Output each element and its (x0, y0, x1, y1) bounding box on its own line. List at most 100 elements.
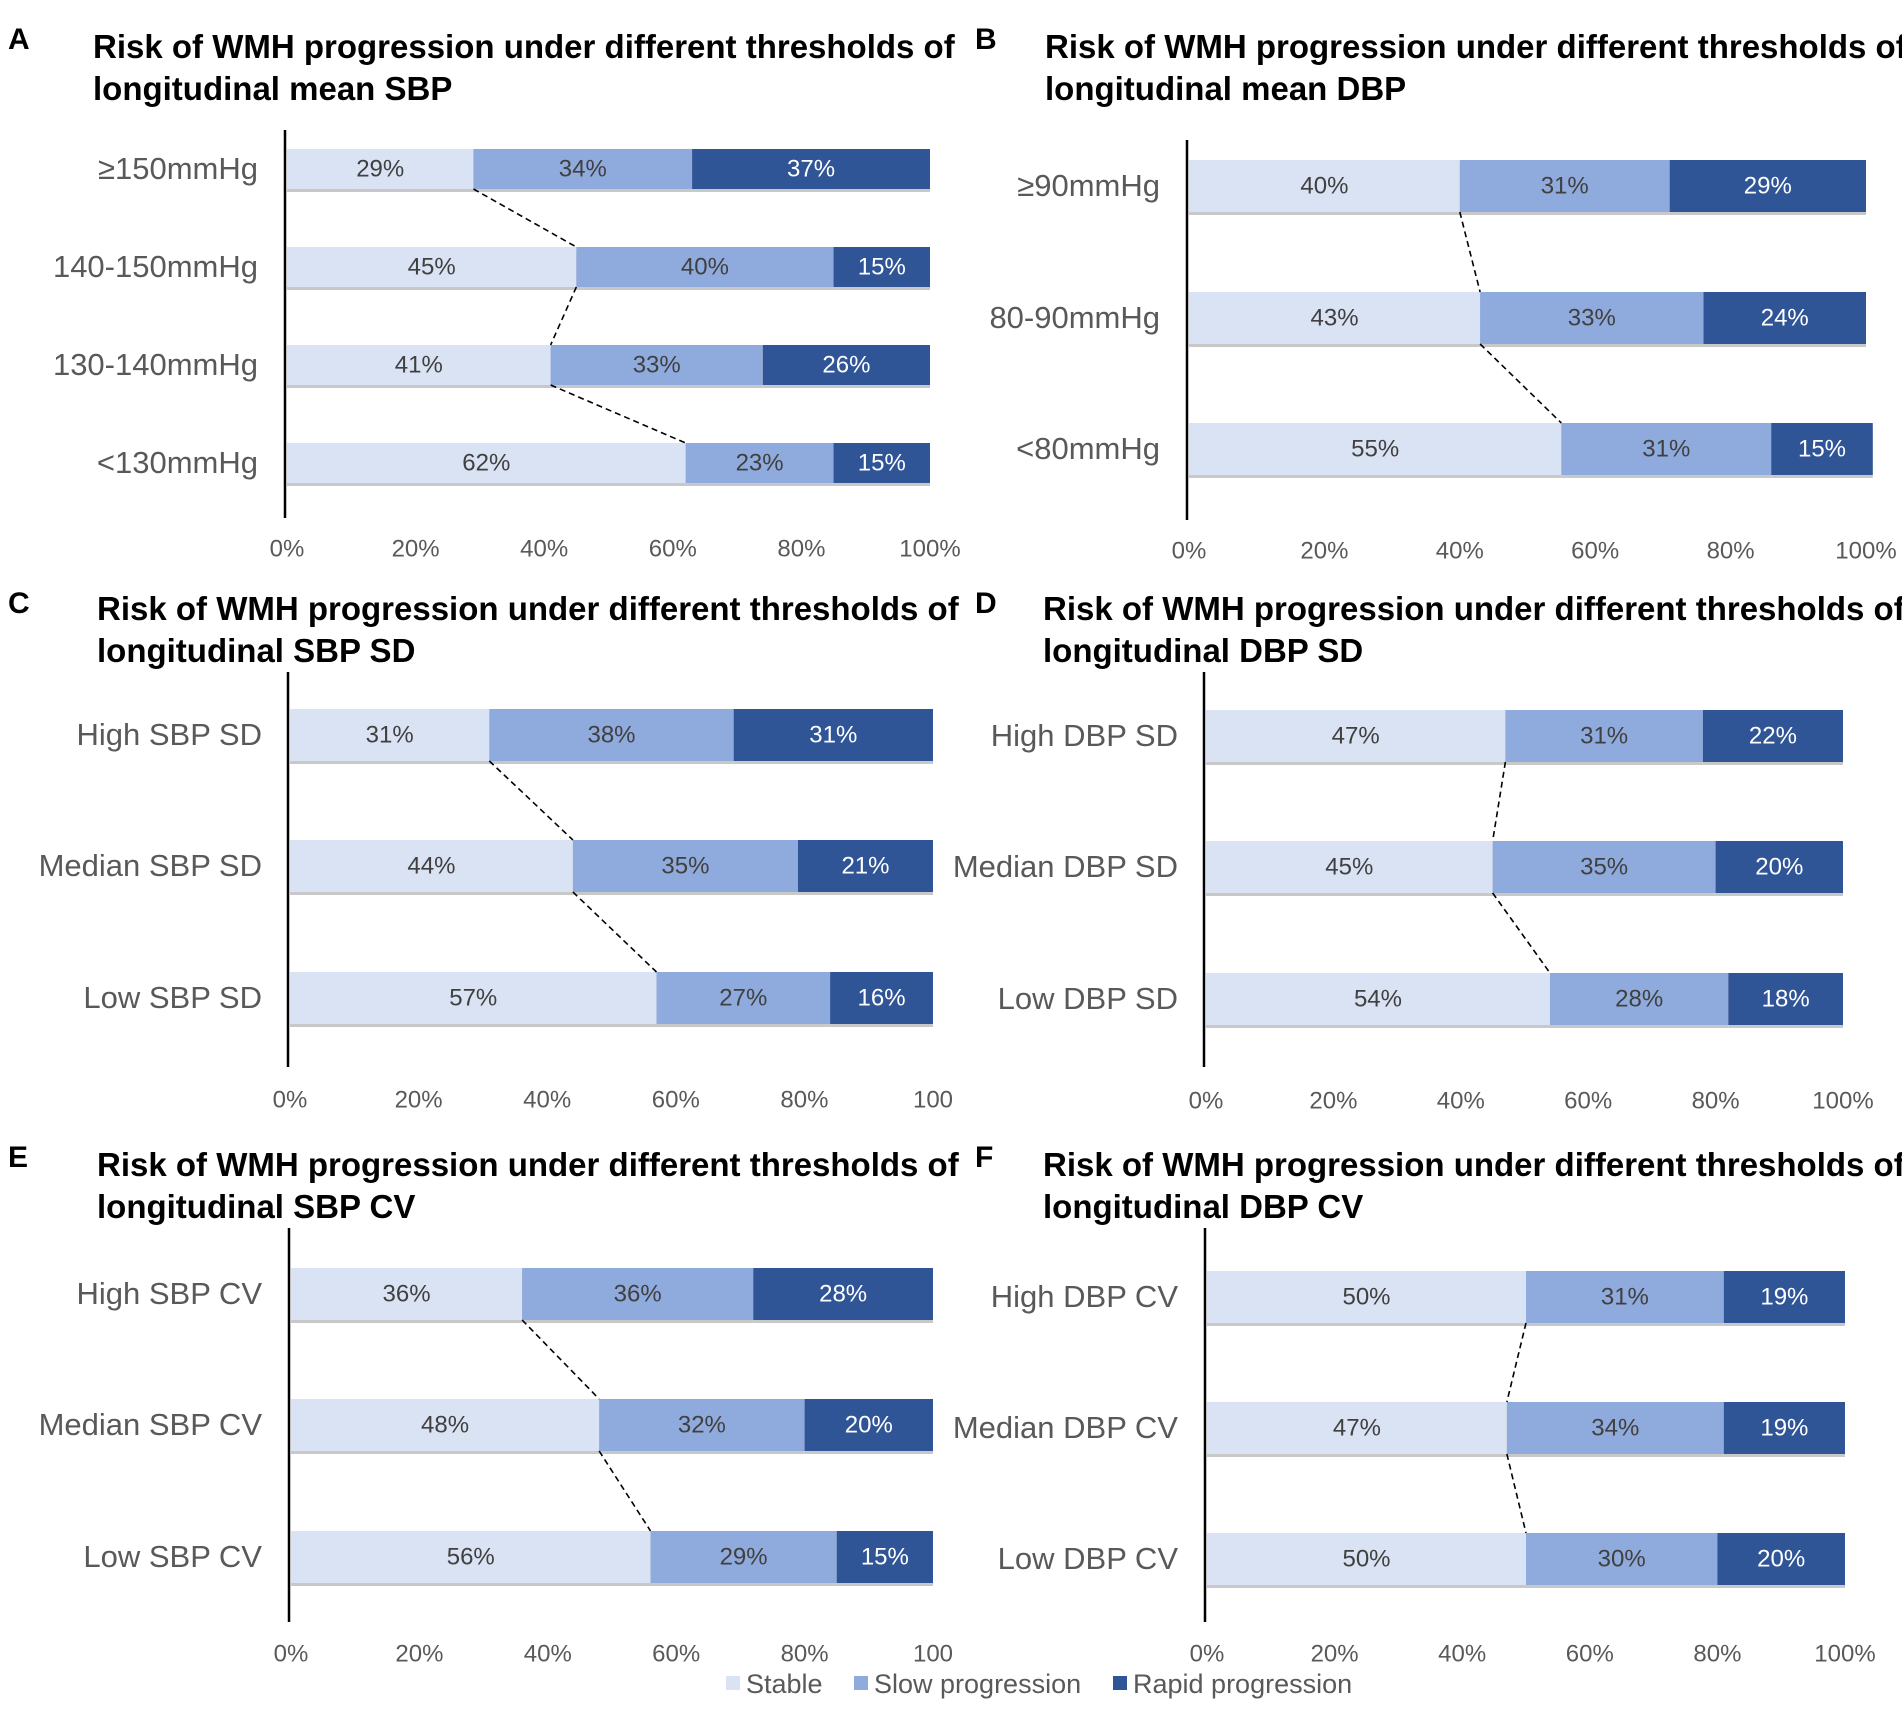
category-label: 140-150mmHg (53, 249, 258, 284)
bar-segment-rapid-progression (1723, 1271, 1845, 1323)
category-label: <130mmHg (97, 445, 258, 480)
x-tick-label: 0% (1190, 1640, 1225, 1667)
category-label: Low SBP SD (83, 980, 262, 1015)
data-label: 31% (366, 721, 414, 748)
data-label: 57% (449, 984, 497, 1011)
data-label: 56% (447, 1543, 495, 1570)
data-label: 19% (1760, 1414, 1808, 1441)
data-label: 31% (1541, 172, 1589, 199)
chart-title-line: longitudinal mean DBP (1045, 70, 1406, 107)
x-tick-label: 20% (1300, 537, 1348, 564)
bar-segment-rapid-progression (1728, 973, 1843, 1025)
panel-letter: E (8, 1141, 28, 1174)
panel-letter: B (975, 23, 997, 56)
x-tick-label: 40% (523, 1086, 571, 1113)
data-label: 31% (1601, 1283, 1649, 1310)
bar-segment-slow-progression (1526, 1271, 1724, 1323)
data-label: 45% (1325, 853, 1373, 880)
chart-title-line: Risk of WMH progression under different … (1043, 1146, 1902, 1183)
bar-segment-slow-progression (1561, 423, 1772, 475)
data-label: 44% (407, 852, 455, 879)
bar-segment-rapid-progression (833, 443, 930, 483)
x-tick-label: 20% (1309, 1087, 1357, 1114)
chart-title-line: Risk of WMH progression under different … (97, 1146, 960, 1183)
x-tick-label: 0% (1172, 537, 1207, 564)
data-label: 55% (1351, 435, 1399, 462)
data-label: 27% (719, 984, 767, 1011)
data-label: 37% (787, 155, 835, 182)
chart-panel-b: B Risk of WMH progression under different… (975, 23, 1902, 565)
bar-segment-rapid-progression (833, 247, 930, 287)
x-tick-label: 0% (1189, 1087, 1224, 1114)
bar-segment-slow-progression (489, 709, 734, 761)
panel-letter: F (975, 1141, 993, 1174)
data-label: 33% (633, 351, 681, 378)
bar-segment-stable (287, 247, 577, 287)
data-label: 62% (462, 449, 510, 476)
x-tick-label: 100% (1812, 1087, 1873, 1114)
bar-segment-rapid-progression (1702, 710, 1843, 762)
bar-segment-slow-progression (1526, 1533, 1718, 1585)
x-tick-label: 80% (1693, 1640, 1741, 1667)
bar-segment-slow-progression (1459, 160, 1670, 212)
data-label: 33% (1568, 304, 1616, 331)
data-label: 15% (861, 1543, 909, 1570)
bar-segment-stable (291, 1268, 523, 1320)
data-label: 35% (661, 852, 709, 879)
bar-segment-stable (290, 840, 573, 892)
data-label: 23% (736, 449, 784, 476)
chart-title-line: Risk of WMH progression under different … (97, 590, 960, 627)
series-line (1479, 343, 1562, 424)
bar-segment-slow-progression (1549, 973, 1729, 1025)
category-label: ≥150mmHg (98, 151, 258, 186)
data-label: 28% (1615, 985, 1663, 1012)
data-label: 40% (1300, 172, 1348, 199)
bar-segment-stable (291, 1399, 600, 1451)
bar-segment-stable (1189, 423, 1562, 475)
bar-segment-stable (287, 345, 551, 385)
chart-title-line: Risk of WMH progression under different … (1045, 28, 1902, 65)
x-tick-label: 80% (777, 535, 825, 562)
data-label: 32% (678, 1411, 726, 1438)
x-tick-label: 80% (1692, 1087, 1740, 1114)
category-label: Median DBP CV (953, 1410, 1178, 1445)
data-label: 21% (841, 852, 889, 879)
x-tick-label: 60% (1564, 1087, 1612, 1114)
bar-segment-stable (287, 149, 474, 189)
category-label: Low DBP CV (998, 1541, 1179, 1576)
data-label: 19% (1760, 1283, 1808, 1310)
category-label: Low DBP SD (998, 981, 1178, 1016)
chart-title-line: longitudinal mean SBP (93, 70, 452, 107)
legend-label: Slow progression (874, 1669, 1081, 1699)
bar-segment-slow-progression (1480, 292, 1704, 344)
series-line (473, 188, 577, 248)
category-label: High DBP CV (991, 1279, 1179, 1314)
panel-letter: D (975, 587, 997, 620)
data-label: 41% (395, 351, 443, 378)
x-tick-label: 40% (520, 535, 568, 562)
bar-segment-slow-progression (1492, 841, 1716, 893)
data-label: 15% (1798, 435, 1846, 462)
bar-segment-stable (1189, 292, 1481, 344)
data-label: 15% (858, 449, 906, 476)
data-label: 43% (1311, 304, 1359, 331)
x-tick-label: 20% (392, 535, 440, 562)
data-label: 50% (1342, 1545, 1390, 1572)
category-label: Low SBP CV (83, 1539, 262, 1574)
series-line (1506, 1322, 1527, 1403)
category-label: High SBP CV (76, 1276, 262, 1311)
data-label: 48% (421, 1411, 469, 1438)
x-tick-label: 0% (270, 535, 305, 562)
chart-panel-c: C Risk of WMH progression under different… (8, 587, 960, 1114)
bar-segment-slow-progression (473, 149, 693, 189)
series-line (549, 286, 578, 346)
bar-segment-stable (287, 443, 686, 483)
bar-segment-rapid-progression (1669, 160, 1866, 212)
bar-segment-stable (1206, 973, 1550, 1025)
x-tick-label: 60% (1571, 537, 1619, 564)
category-label: 130-140mmHg (53, 347, 258, 382)
category-label: Median SBP SD (39, 848, 262, 883)
panel-letter: A (8, 23, 30, 56)
legend: Stable Slow progression Rapid progression (726, 1669, 1352, 1699)
series-line (550, 384, 686, 444)
